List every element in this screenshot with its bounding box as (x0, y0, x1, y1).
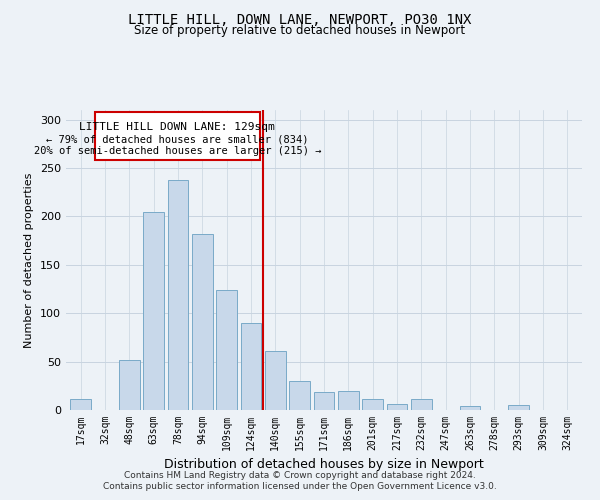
Bar (265, 351, 286, 410)
Bar (70, 400, 91, 410)
Bar (314, 392, 334, 410)
FancyBboxPatch shape (95, 112, 260, 160)
Bar (241, 323, 262, 410)
Bar (362, 400, 383, 410)
Bar (289, 381, 310, 410)
Text: ← 79% of detached houses are smaller (834): ← 79% of detached houses are smaller (83… (46, 134, 308, 144)
Bar (508, 405, 529, 410)
Bar (338, 390, 359, 410)
Bar (143, 212, 164, 410)
Bar (386, 404, 407, 410)
Text: LITTLE HILL DOWN LANE: 129sqm: LITTLE HILL DOWN LANE: 129sqm (79, 122, 275, 132)
Text: 20% of semi-detached houses are larger (215) →: 20% of semi-detached houses are larger (… (34, 146, 321, 156)
Text: Contains HM Land Registry data © Crown copyright and database right 2024.: Contains HM Land Registry data © Crown c… (124, 471, 476, 480)
Y-axis label: Number of detached properties: Number of detached properties (25, 172, 34, 348)
Bar (216, 290, 237, 410)
Bar (119, 360, 140, 410)
Text: LITTLE HILL, DOWN LANE, NEWPORT, PO30 1NX: LITTLE HILL, DOWN LANE, NEWPORT, PO30 1N… (128, 12, 472, 26)
Text: Size of property relative to detached houses in Newport: Size of property relative to detached ho… (134, 24, 466, 37)
Bar (411, 400, 432, 410)
Text: Contains public sector information licensed under the Open Government Licence v3: Contains public sector information licen… (103, 482, 497, 491)
X-axis label: Distribution of detached houses by size in Newport: Distribution of detached houses by size … (164, 458, 484, 471)
Bar (460, 406, 481, 410)
Bar (192, 234, 212, 410)
Bar (167, 180, 188, 410)
